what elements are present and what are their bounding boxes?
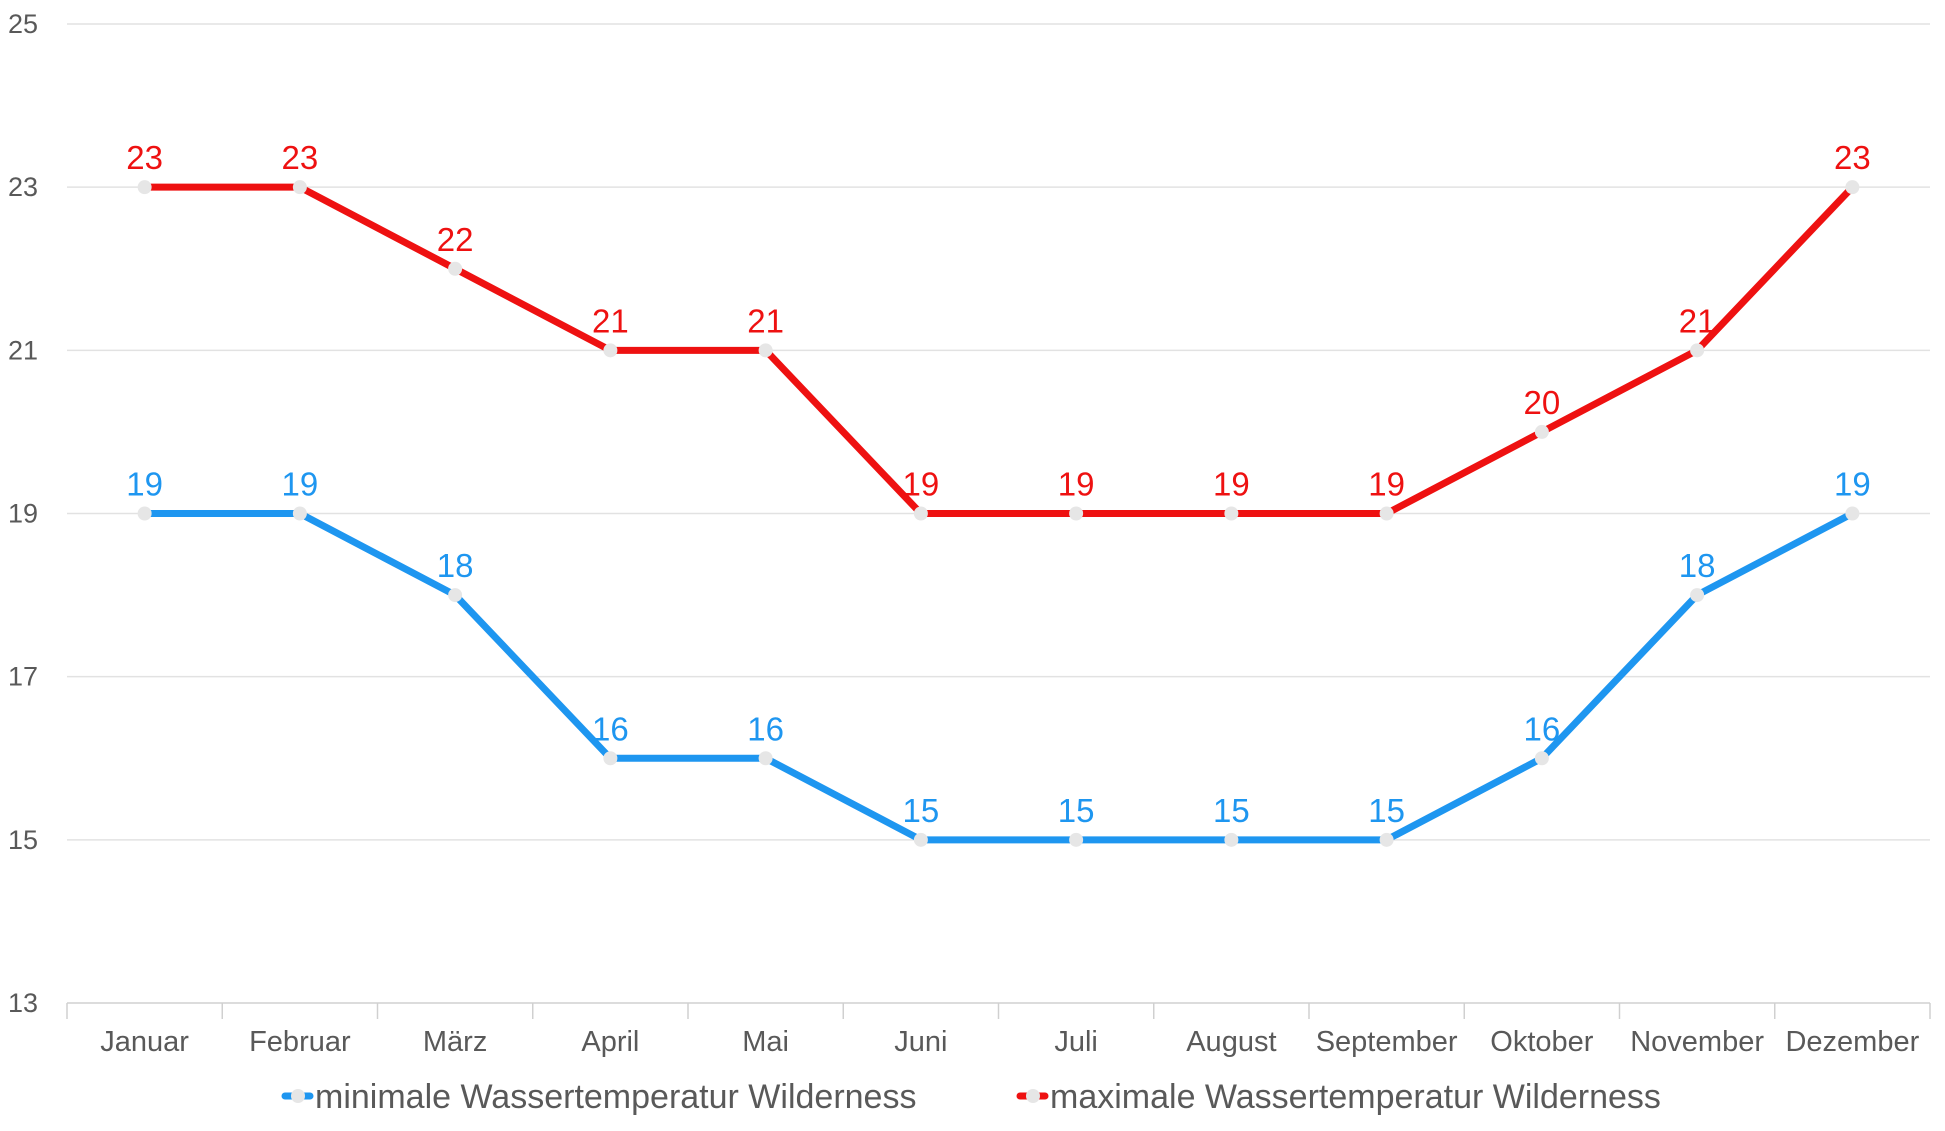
data-point: [1845, 506, 1860, 521]
y-tick-label: 13: [8, 988, 38, 1018]
data-label: 15: [1213, 792, 1250, 829]
legend-label: minimale Wassertemperatur Wilderness: [315, 1078, 916, 1116]
data-label: 15: [1368, 792, 1405, 829]
x-tick-label: Dezember: [1785, 1026, 1919, 1058]
x-tick-label: November: [1630, 1026, 1764, 1058]
data-label: 19: [1058, 466, 1095, 503]
data-label: 21: [1679, 302, 1716, 339]
data-label: 19: [282, 466, 319, 503]
data-label: 16: [1524, 710, 1561, 747]
series-line: [141, 183, 1856, 517]
data-label: 19: [126, 466, 163, 503]
data-point: [1379, 506, 1394, 521]
data-label: 15: [903, 792, 940, 829]
legend-swatch-marker: [1026, 1089, 1040, 1103]
data-point: [137, 506, 152, 521]
x-axis: Januar Februar März April Mai Juni Juli August S…: [66, 1003, 1931, 1058]
data-point: [1224, 832, 1239, 847]
data-point: [292, 180, 307, 195]
data-point: [758, 751, 773, 766]
data-point: [1690, 588, 1705, 603]
x-tick-label: Juni: [894, 1026, 947, 1058]
y-tick-label: 23: [8, 172, 38, 202]
data-label: 18: [437, 547, 474, 584]
data-point: [448, 261, 463, 276]
x-tick-label: Mai: [742, 1026, 789, 1058]
data-label: 23: [1834, 139, 1871, 176]
data-label: 15: [1058, 792, 1095, 829]
data-label: 19: [1368, 466, 1405, 503]
data-point: [1379, 832, 1394, 847]
y-tick-label: 19: [8, 499, 38, 529]
data-point: [1069, 506, 1084, 521]
data-point: [448, 588, 463, 603]
data-label: 19: [1834, 466, 1871, 503]
y-tick-label: 17: [8, 662, 38, 692]
data-label: 20: [1524, 384, 1561, 421]
data-label: 21: [592, 302, 629, 339]
data-point: [137, 180, 152, 195]
series-1: 23 23 22 21 21 19 19 19 19 20 21 23: [126, 139, 1871, 521]
data-label: 16: [592, 710, 629, 747]
data-point: [603, 751, 618, 766]
data-point: [1845, 180, 1860, 195]
y-axis: 13 15 17 19 21 23 25: [8, 9, 38, 1018]
x-tick-label: Januar: [100, 1026, 189, 1058]
legend: minimale Wassertemperatur Wilderness maxi…: [281, 1078, 1661, 1116]
data-label: 22: [437, 221, 474, 258]
data-label: 23: [126, 139, 163, 176]
data-point: [913, 832, 928, 847]
data-label: 23: [282, 139, 319, 176]
x-tick-label: Juli: [1054, 1026, 1098, 1058]
data-label: 18: [1679, 547, 1716, 584]
y-tick-label: 25: [8, 9, 38, 39]
y-tick-label: 21: [8, 335, 38, 365]
y-tick-label: 15: [8, 825, 38, 855]
data-label: 16: [747, 710, 784, 747]
series-line: [141, 510, 1856, 844]
gridlines: [67, 23, 1930, 1004]
x-tick-label: September: [1316, 1026, 1458, 1058]
data-point: [603, 343, 618, 358]
data-point: [1224, 506, 1239, 521]
x-tick-label: Oktober: [1490, 1026, 1593, 1058]
legend-label: maximale Wassertemperatur Wilderness: [1050, 1078, 1661, 1116]
data-point: [913, 506, 928, 521]
data-point: [1690, 343, 1705, 358]
x-tick-label: April: [581, 1026, 639, 1058]
x-tick-label: März: [423, 1026, 487, 1058]
data-label: 19: [1213, 466, 1250, 503]
data-label: 19: [903, 466, 940, 503]
data-point: [1069, 832, 1084, 847]
x-tick-label: Februar: [249, 1026, 351, 1058]
data-point: [292, 506, 307, 521]
legend-swatch-marker: [291, 1089, 305, 1103]
data-label: 21: [747, 302, 784, 339]
data-point: [1534, 424, 1549, 439]
series-0: 19 19 18 16 16 15 15 15 15 16 18 19: [126, 466, 1871, 847]
x-tick-label: August: [1186, 1026, 1276, 1058]
data-point: [1534, 751, 1549, 766]
data-point: [758, 343, 773, 358]
